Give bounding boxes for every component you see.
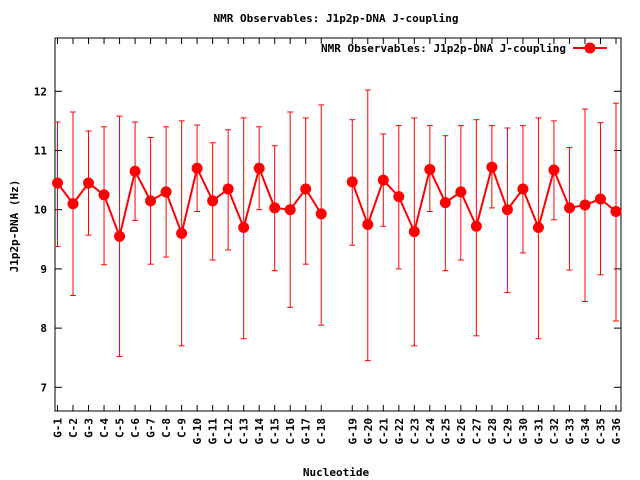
data-point [114,230,126,242]
data-point [222,183,234,195]
x-tick-label: C-29 [501,418,514,445]
data-point [346,176,358,188]
data-point [377,174,389,186]
x-tick-label: G-3 [83,418,96,438]
data-point [408,226,420,238]
data-point [52,177,63,189]
x-tick-label: G-30 [517,418,530,445]
x-axis-label: Nucleotide [303,466,370,479]
x-tick-label: C-27 [470,418,483,445]
x-tick-label: G-11 [207,418,220,445]
x-tick-label: C-5 [114,418,127,438]
data-point [470,220,482,232]
x-tick-label: C-18 [315,418,328,445]
x-tick-label: G-7 [145,418,158,438]
data-point [129,165,141,177]
y-tick-label: 11 [34,144,48,157]
x-tick-label: G-10 [191,418,204,445]
x-tick-label: C-32 [548,418,561,445]
x-tick-label: C-15 [269,418,282,445]
data-point [439,197,451,209]
data-point [563,202,575,214]
series-line-segment-1 [56,165,323,240]
x-tick-label: C-12 [222,418,235,445]
x-tick-label: C-21 [377,418,390,445]
x-tick-label: G-36 [610,418,623,445]
x-tick-label: C-4 [98,418,111,438]
x-tick-label: C-23 [408,418,421,445]
x-tick-label: C-16 [284,418,297,445]
chart-title: NMR Observables: J1p2p-DNA J-coupling [213,12,458,25]
data-point [98,189,110,201]
x-tick-label: G-33 [563,418,576,445]
data-point [160,186,172,198]
data-point [145,195,157,207]
data-point [594,193,606,205]
data-point [67,198,79,210]
plot-frame [54,37,622,412]
data-point [284,204,296,216]
data-point [362,219,374,230]
legend-marker [584,42,596,54]
data-point [548,164,560,176]
legend: NMR Observables: J1p2p-DNA J-coupling [321,42,607,55]
data-points [52,161,622,242]
x-tick-label: G-26 [455,418,468,445]
x-tick-label: G-20 [362,418,375,445]
data-point [579,199,591,211]
x-tick-label: G-31 [532,418,545,445]
x-tick-label: C-9 [176,418,189,438]
y-tick-label: 8 [40,322,47,335]
x-tick-label: C-6 [129,418,142,438]
data-point [253,162,265,174]
data-point [269,202,281,214]
x-tick-label: G-25 [439,418,452,445]
data-point [610,205,622,217]
legend-label: NMR Observables: J1p2p-DNA J-coupling [321,42,566,55]
x-tick-label: G-34 [579,418,592,445]
x-tick-label: G-19 [346,418,359,445]
x-tick-label: G-14 [253,418,266,445]
data-point [238,221,250,233]
data-point [207,195,219,207]
x-tick-label: G-22 [393,418,406,445]
y-axis-ticks: 7 8 9 10 11 12 [34,85,621,394]
x-tick-label: G-28 [486,418,499,445]
y-tick-label: 12 [34,85,47,98]
data-point [300,183,312,195]
x-tick-label: C-24 [424,418,437,445]
data-point [517,183,529,195]
x-axis-ticks: G-1 C-2 G-3 C-4 C-5 C-6 G-7 C-8 C-9 G-10 G-11 C-12 C… [52,38,623,445]
y-axis-label: J1p2p-DNA (Hz) [8,180,21,273]
data-point [191,162,203,174]
data-point [532,221,544,233]
data-point [176,227,188,239]
x-tick-label: G-1 [52,418,65,438]
x-tick-label: C-2 [67,418,80,438]
data-point [393,191,405,203]
y-tick-label: 10 [34,204,47,217]
y-tick-label: 9 [40,263,47,276]
x-tick-label: C-35 [594,418,607,445]
x-tick-label: C-13 [238,418,251,445]
data-point [455,186,467,198]
data-point [83,177,95,189]
series-line-segment-2 [351,163,617,235]
data-point [315,208,327,220]
x-tick-label: G-17 [300,418,313,445]
data-point [501,204,513,216]
y-tick-label: 7 [40,381,47,394]
x-tick-label: C-8 [160,418,173,438]
data-point [486,161,498,173]
data-point [424,163,436,175]
